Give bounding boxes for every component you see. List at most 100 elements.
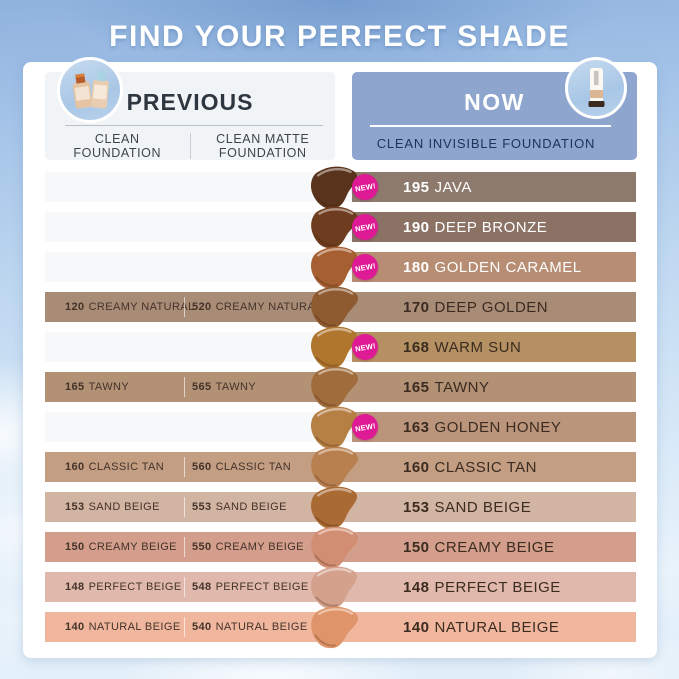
now-shade-label: 168 WARM SUN [403,338,522,356]
previous-shades-cell [45,212,352,242]
foundation-smear-icon [311,166,358,209]
now-shade-label: 140 NATURAL BEIGE [403,618,560,636]
previous-shade-clean-matte: 560 CLASSIC TAN [192,461,292,473]
now-shade-bar: 140 NATURAL BEIGE [352,612,636,642]
shade-row: 120 CREAMY NATURAL 520 CREAMY NATURAL 170 D… [45,286,636,329]
foundation-smear-icon [311,406,358,449]
shade-cell-divider [184,577,185,597]
foundation-smear-icon [311,366,359,409]
previous-shades-cell [45,412,352,442]
shade-row: 140 NATURAL BEIGE 540 NATURAL BEIGE 140 NAT… [45,606,636,649]
previous-label: PREVIOUS [126,89,254,115]
shade-cell-divider [184,537,185,557]
previous-shades-cell: 148 PERFECT BEIGE 548 PERFECT BEIGE [45,572,352,602]
now-shade-bar: 168 WARM SUN [352,332,636,362]
previous-shade-clean-matte: 550 CREAMY BEIGE [192,541,304,553]
now-divider-line [370,125,611,127]
now-shade-label: 148 PERFECT BEIGE [403,578,561,596]
new-badge: NEW! [352,174,378,200]
previous-shade-clean: 150 CREAMY BEIGE [65,541,177,553]
foundation-smear-icon [311,246,358,289]
shade-row: 180 GOLDEN CARAMEL NEW! [45,246,636,289]
now-shade-label: 160 CLASSIC TAN [403,458,538,476]
previous-shade-clean-matte: 553 SAND BEIGE [192,501,287,513]
now-shade-bar: 190 DEEP BRONZE [352,212,636,242]
now-shade-label: 195 JAVA [403,178,472,196]
foundation-smear-icon [311,526,359,569]
shade-cell-divider [184,377,185,397]
shade-row: 150 CREAMY BEIGE 550 CREAMY BEIGE 150 CREAM… [45,526,636,569]
foundation-smear-icon [311,206,359,249]
new-badge: NEW! [352,334,378,360]
now-shade-bar: 180 GOLDEN CARAMEL [352,252,636,282]
previous-shades-cell: 150 CREAMY BEIGE 550 CREAMY BEIGE [45,532,352,562]
previous-shade-clean: 160 CLASSIC TAN [65,461,165,473]
new-badge: NEW! [352,414,378,440]
now-shade-bar: 160 CLASSIC TAN [352,452,636,482]
previous-shade-clean: 120 CREAMY NATURAL [65,301,195,313]
now-shade-label: 153 SAND BEIGE [403,498,532,516]
previous-shades-cell: 120 CREAMY NATURAL 520 CREAMY NATURAL [45,292,352,322]
previous-shade-clean-matte: 565 TAWNY [192,381,257,393]
previous-header-box: PREVIOUS CLEAN FOUNDATION CLEAN MATTE FO… [45,72,335,160]
shade-row: 195 JAVA NEW! [45,166,636,209]
clean-matte-foundation-column-label: CLEAN MATTE FOUNDATION [216,132,310,160]
page-title: FIND YOUR PERFECT SHADE [109,20,570,53]
foundation-smear-icon [311,286,359,329]
previous-shades-cell: 160 CLASSIC TAN 560 CLASSIC TAN [45,452,352,482]
now-shade-label: 165 TAWNY [403,378,490,396]
shade-row: 163 GOLDEN HONEY NEW! [45,406,636,449]
shade-cell-divider [184,497,185,517]
previous-shade-clean: 165 TAWNY [65,381,130,393]
now-product-name: CLEAN INVISIBLE FOUNDATION [376,136,596,151]
now-label: NOW [464,89,525,115]
previous-shade-clean: 153 SAND BEIGE [65,501,160,513]
previous-shade-clean-matte: 520 CREAMY NATURAL [192,301,322,313]
shade-row: 168 WARM SUN NEW! [45,326,636,369]
foundation-tube-icon [588,68,605,107]
shade-cell-divider [184,617,185,637]
now-product-photo [565,57,627,119]
now-shade-label: 170 DEEP GOLDEN [403,298,549,316]
now-shade-bar: 150 CREAMY BEIGE [352,532,636,562]
now-shade-label: 163 GOLDEN HONEY [403,418,562,436]
shade-row: 165 TAWNY 565 TAWNY 165 TAWNY [45,366,636,409]
foundation-smear-icon [311,446,359,489]
previous-shade-clean-matte: 548 PERFECT BEIGE [192,581,309,593]
previous-shades-cell [45,172,352,202]
shade-chart-panel: PREVIOUS CLEAN FOUNDATION CLEAN MATTE FO… [23,57,657,658]
previous-products-photo [57,57,123,123]
shade-rows: 195 JAVA NEW! 190 DEEP BRONZE NEW! [45,166,636,652]
now-shade-label: 150 CREAMY BEIGE [403,538,555,556]
foundation-smear-icon [311,566,358,609]
previous-shade-clean-matte: 540 NATURAL BEIGE [192,621,308,633]
now-shade-bar: 148 PERFECT BEIGE [352,572,636,602]
previous-shade-clean: 140 NATURAL BEIGE [65,621,181,633]
now-shade-bar: 195 JAVA [352,172,636,202]
previous-shades-cell [45,252,352,282]
now-shade-label: 190 DEEP BRONZE [403,218,548,236]
previous-shades-cell [45,332,352,362]
new-badge: NEW! [352,254,378,280]
now-shade-bar: 165 TAWNY [352,372,636,402]
now-shade-label: 180 GOLDEN CARAMEL [403,258,582,276]
now-shade-bar: 153 SAND BEIGE [352,492,636,522]
foundation-bottles-icon [72,70,109,109]
previous-divider-line [65,125,323,126]
foundation-smear-icon [311,486,358,529]
shade-row: 160 CLASSIC TAN 560 CLASSIC TAN 160 CLASSIC… [45,446,636,489]
clean-foundation-column-label: CLEAN FOUNDATION [73,132,162,160]
now-shade-bar: 170 DEEP GOLDEN [352,292,636,322]
shade-cell-divider [184,457,185,477]
shade-row: 153 SAND BEIGE 553 SAND BEIGE 153 SAND BEIG… [45,486,636,529]
previous-shade-clean: 148 PERFECT BEIGE [65,581,182,593]
new-badge: NEW! [352,214,378,240]
shade-cell-divider [184,297,185,317]
shade-row: 190 DEEP BRONZE NEW! [45,206,636,249]
previous-shades-cell: 165 TAWNY 565 TAWNY [45,372,352,402]
previous-shades-cell: 140 NATURAL BEIGE 540 NATURAL BEIGE [45,612,352,642]
foundation-smear-icon [311,326,358,369]
previous-shades-cell: 153 SAND BEIGE 553 SAND BEIGE [45,492,352,522]
foundation-smear-icon [311,606,359,649]
shade-row: 148 PERFECT BEIGE 548 PERFECT BEIGE 148 PER… [45,566,636,609]
